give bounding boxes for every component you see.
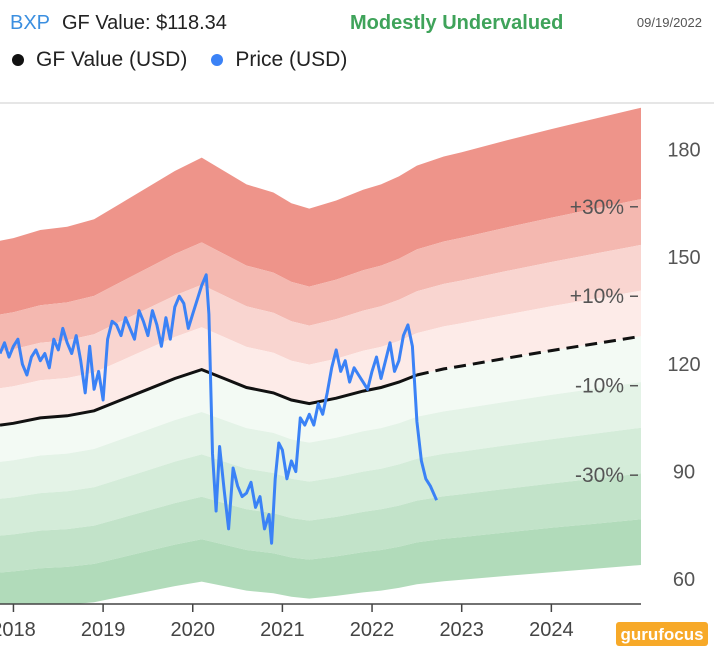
x-tick-label-2019: 2019 <box>81 619 126 641</box>
valuation-band-1 <box>0 199 641 352</box>
valuation-status: Modestly Undervalued <box>350 12 564 34</box>
valuation-band-5 <box>0 382 641 499</box>
band-label-1: +10% <box>570 285 624 308</box>
x-tick-label-2024: 2024 <box>529 619 574 641</box>
as-of-date: 09/19/2022 <box>636 15 702 30</box>
x-tick-label-2020: 2020 <box>170 619 215 641</box>
valuation-band-8 <box>0 519 641 604</box>
legend-item-price[interactable]: Price (USD) <box>211 48 347 72</box>
logo-text: gurufocus <box>620 625 703 644</box>
y-tick-label-180: 180 <box>667 140 700 162</box>
valuation-band-7 <box>0 473 641 573</box>
x-tick-label-2021: 2021 <box>260 619 305 641</box>
y-tick-label-150: 150 <box>667 247 700 269</box>
chart-legend: GF Value (USD) Price (USD) <box>12 48 371 72</box>
band-label-0: +30% <box>570 196 624 219</box>
valuation-band-4 <box>0 336 641 462</box>
valuation-band-0 <box>0 107 641 315</box>
legend-label-gf-value: GF Value (USD) <box>36 48 188 71</box>
y-tick-label-60: 60 <box>673 569 695 591</box>
legend-item-gf-value[interactable]: GF Value (USD) <box>12 48 187 72</box>
valuation-band-3 <box>0 290 641 426</box>
gf-value-line <box>0 368 418 427</box>
x-tick-label-2018: 2018 <box>0 619 36 641</box>
y-tick-label-120: 120 <box>667 354 700 376</box>
chart-header: BXP GF Value: $118.34 Modestly Undervalu… <box>0 0 714 100</box>
gf-value-dot-icon <box>12 54 24 66</box>
x-tick-label-2022: 2022 <box>350 619 395 641</box>
price-line <box>0 273 438 545</box>
gf-value-projection-line <box>416 334 641 377</box>
band-label-2: -10% <box>575 375 624 398</box>
band-label-3: -30% <box>575 464 624 487</box>
legend-label-price: Price (USD) <box>235 48 348 71</box>
y-tick-label-90: 90 <box>673 462 695 484</box>
valuation-band-2 <box>0 244 641 389</box>
ticker-symbol[interactable]: BXP <box>10 12 51 34</box>
x-tick-label-2023: 2023 <box>439 619 484 641</box>
gf-value-title: GF Value: $118.34 <box>62 12 227 34</box>
gurufocus-logo: gurufocus <box>616 622 708 646</box>
price-dot-icon <box>211 54 224 66</box>
valuation-band-6 <box>0 427 641 536</box>
